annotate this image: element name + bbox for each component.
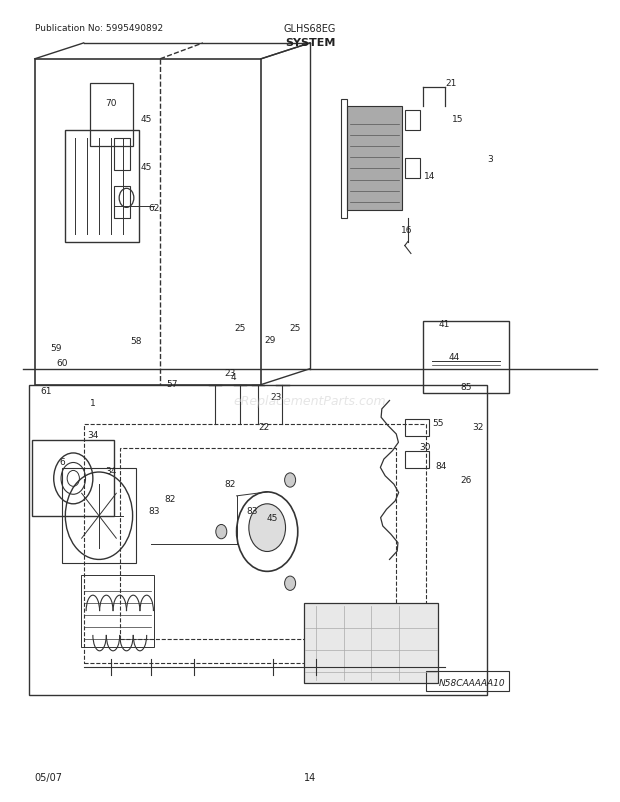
Ellipse shape — [249, 504, 286, 552]
Bar — [347, 107, 402, 210]
Text: GLHS68EG: GLHS68EG — [284, 24, 336, 34]
Text: 23: 23 — [271, 392, 282, 402]
Text: 6: 6 — [60, 458, 65, 467]
Bar — [84, 425, 426, 663]
Text: 83: 83 — [148, 506, 160, 515]
Bar — [65, 132, 139, 242]
Text: 84: 84 — [436, 462, 447, 471]
Text: 60: 60 — [56, 358, 68, 367]
Bar — [405, 451, 429, 468]
Text: 58: 58 — [130, 336, 141, 345]
Bar — [426, 670, 509, 691]
Text: eReplacementParts.com: eReplacementParts.com — [234, 395, 386, 407]
Text: 34: 34 — [105, 466, 117, 476]
Bar — [29, 385, 487, 695]
Text: 15: 15 — [452, 115, 464, 124]
Text: Publication No: 5995490892: Publication No: 5995490892 — [35, 24, 163, 33]
Text: 34: 34 — [87, 431, 99, 439]
Text: 59: 59 — [50, 343, 62, 352]
Text: 61: 61 — [40, 387, 51, 396]
Text: 62: 62 — [148, 204, 160, 213]
Text: 3: 3 — [487, 156, 494, 164]
Bar — [114, 187, 130, 218]
Circle shape — [285, 473, 296, 488]
Bar — [423, 322, 509, 393]
Text: 82: 82 — [165, 494, 176, 503]
Text: 30: 30 — [419, 443, 431, 452]
Text: 4: 4 — [231, 373, 236, 382]
Text: 32: 32 — [472, 423, 484, 431]
Text: SYSTEM: SYSTEM — [285, 38, 335, 47]
Text: 70: 70 — [105, 99, 117, 107]
Text: 05/07: 05/07 — [35, 772, 63, 782]
Bar — [114, 139, 130, 171]
Bar — [90, 83, 133, 147]
Text: 55: 55 — [433, 419, 444, 427]
Text: 14: 14 — [304, 772, 316, 782]
Text: 41: 41 — [439, 319, 450, 329]
Text: 45: 45 — [267, 513, 278, 522]
Text: 83: 83 — [246, 506, 258, 515]
Text: 23: 23 — [225, 369, 236, 378]
Text: 45: 45 — [140, 115, 152, 124]
Text: 57: 57 — [167, 379, 178, 388]
Bar — [32, 440, 114, 516]
Text: 22: 22 — [259, 423, 270, 431]
Text: 1: 1 — [90, 399, 95, 408]
Bar — [62, 468, 136, 564]
Text: 85: 85 — [460, 383, 472, 392]
Bar — [340, 99, 347, 218]
Text: 26: 26 — [460, 476, 472, 485]
Text: N58CAAAAA10: N58CAAAAA10 — [439, 678, 506, 687]
Circle shape — [285, 577, 296, 590]
Bar — [405, 159, 420, 179]
Text: 25: 25 — [289, 323, 301, 333]
Text: 82: 82 — [225, 480, 236, 489]
Text: 45: 45 — [140, 162, 152, 172]
Bar — [81, 576, 154, 647]
Text: 14: 14 — [423, 172, 435, 181]
Text: 21: 21 — [445, 79, 456, 88]
Bar — [405, 111, 420, 132]
Bar — [304, 603, 438, 683]
Text: 44: 44 — [448, 353, 459, 362]
Text: 29: 29 — [265, 335, 276, 344]
Text: 25: 25 — [234, 323, 246, 333]
Circle shape — [216, 525, 227, 539]
Bar — [405, 419, 429, 437]
Text: 16: 16 — [401, 226, 412, 235]
Bar — [120, 448, 396, 639]
